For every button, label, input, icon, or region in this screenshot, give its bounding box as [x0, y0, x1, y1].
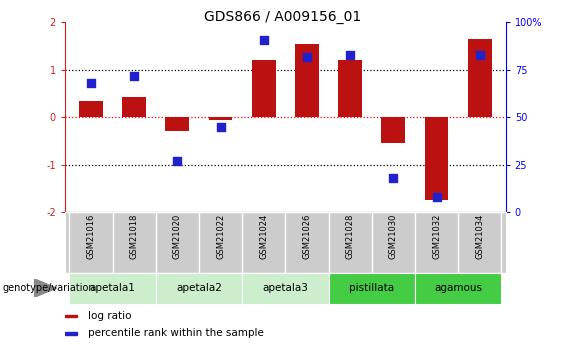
- Text: GSM21016: GSM21016: [86, 214, 95, 259]
- Text: pistillata: pistillata: [349, 283, 394, 293]
- Text: GDS866 / A009156_01: GDS866 / A009156_01: [204, 10, 361, 24]
- Point: [475, 52, 484, 57]
- Bar: [252, 60, 276, 117]
- Text: genotype/variation: genotype/variation: [3, 283, 95, 293]
- Text: agamous: agamous: [434, 283, 482, 293]
- Bar: [381, 117, 405, 144]
- Bar: [208, 117, 232, 120]
- Text: apetala2: apetala2: [176, 283, 222, 293]
- Bar: [156, 273, 242, 304]
- Bar: [295, 44, 319, 117]
- Text: GSM21022: GSM21022: [216, 214, 225, 259]
- Text: GSM21032: GSM21032: [432, 214, 441, 259]
- Text: GSM21026: GSM21026: [302, 214, 311, 259]
- Text: GSM21018: GSM21018: [129, 214, 138, 259]
- Bar: [328, 273, 415, 304]
- Bar: [69, 273, 156, 304]
- Point: [346, 52, 355, 57]
- Point: [389, 175, 398, 181]
- Bar: [338, 60, 362, 117]
- Text: GSM21030: GSM21030: [389, 214, 398, 259]
- Point: [259, 37, 268, 42]
- Text: GSM21024: GSM21024: [259, 214, 268, 259]
- Bar: [468, 39, 492, 117]
- Point: [86, 80, 95, 86]
- Point: [216, 124, 225, 129]
- Point: [432, 194, 441, 200]
- Point: [129, 73, 138, 78]
- Bar: [425, 117, 449, 200]
- Text: GSM21034: GSM21034: [475, 214, 484, 259]
- Point: [302, 54, 311, 59]
- Bar: [166, 117, 189, 130]
- Text: log ratio: log ratio: [88, 311, 132, 321]
- Polygon shape: [34, 279, 56, 297]
- Bar: [122, 97, 146, 117]
- Bar: [79, 101, 103, 117]
- Text: percentile rank within the sample: percentile rank within the sample: [88, 328, 264, 338]
- Bar: [65, 332, 77, 335]
- Bar: [242, 273, 328, 304]
- Text: apetala1: apetala1: [90, 283, 136, 293]
- Text: apetala3: apetala3: [262, 283, 308, 293]
- Bar: [415, 273, 501, 304]
- Text: GSM21020: GSM21020: [173, 214, 182, 259]
- Text: GSM21028: GSM21028: [346, 214, 355, 259]
- Bar: [65, 315, 77, 317]
- Point: [173, 158, 182, 164]
